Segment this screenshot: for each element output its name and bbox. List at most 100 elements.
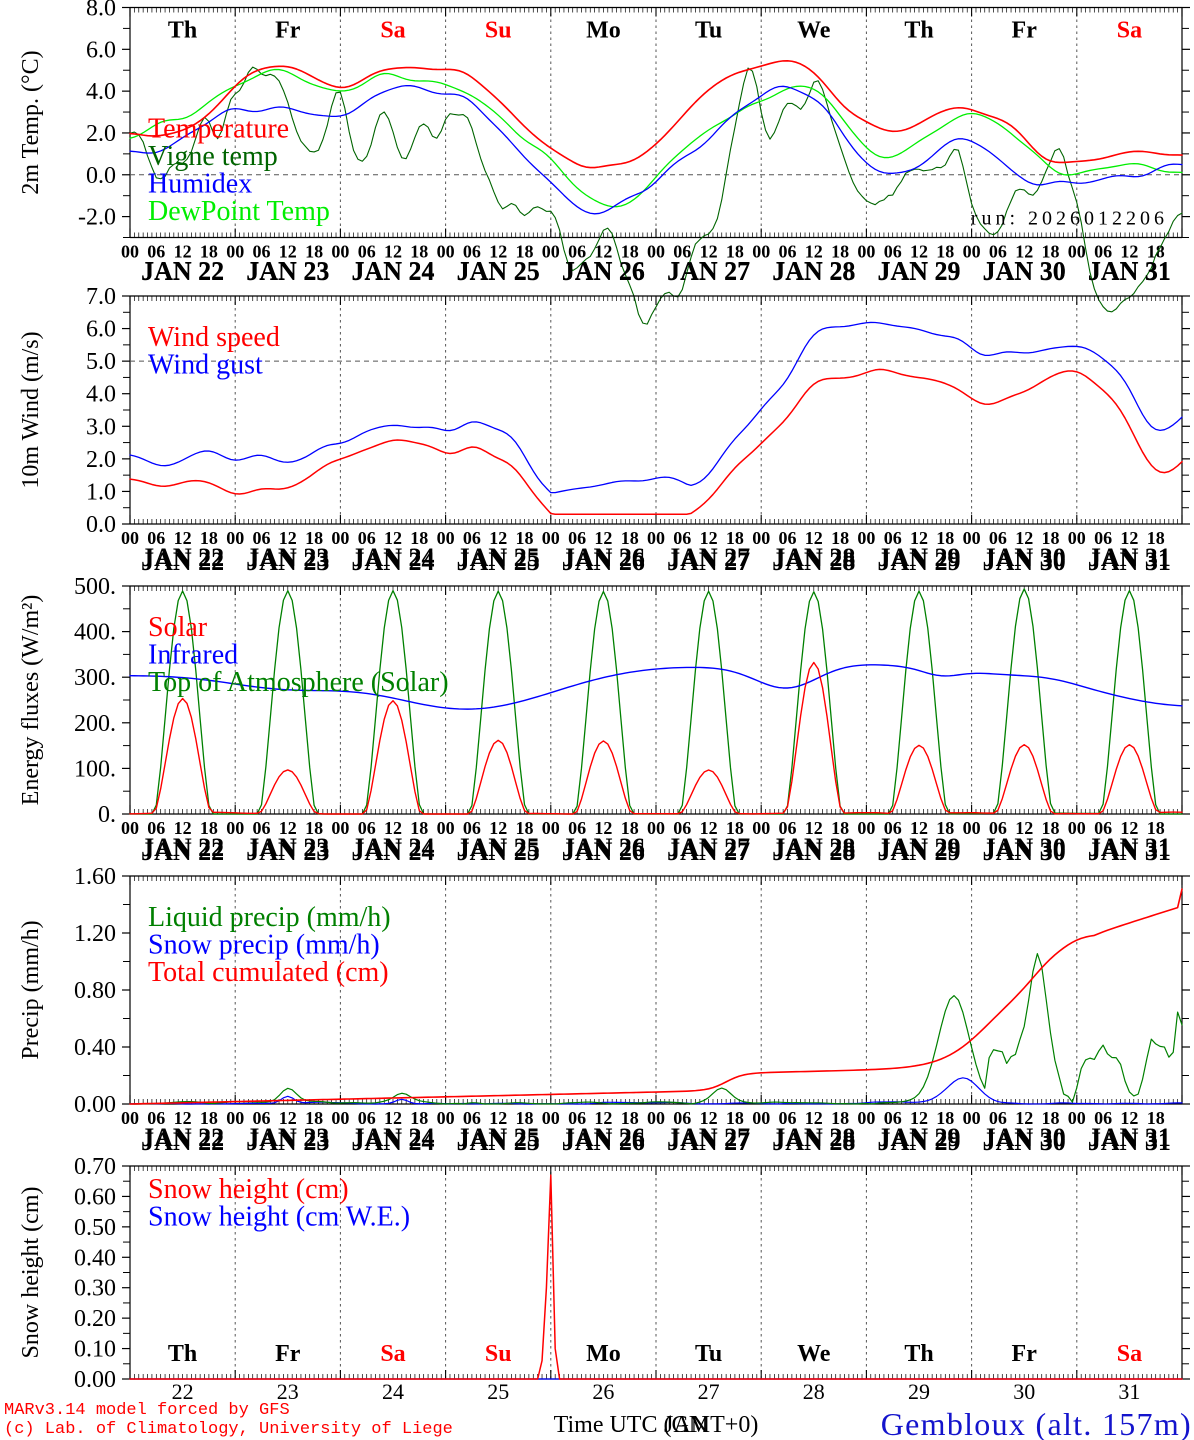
svg-text:4.0: 4.0 xyxy=(86,382,116,408)
svg-text:JAN 29: JAN 29 xyxy=(877,1127,960,1156)
svg-text:25: 25 xyxy=(487,1379,509,1404)
svg-text:Temperature: Temperature xyxy=(148,114,289,145)
svg-text:JAN 25: JAN 25 xyxy=(457,257,540,286)
svg-text:00: 00 xyxy=(647,528,665,548)
svg-text:00: 00 xyxy=(331,528,349,548)
svg-text:Snow precip (mm/h): Snow precip (mm/h) xyxy=(148,930,380,961)
svg-text:0.70: 0.70 xyxy=(74,1154,116,1180)
svg-text:0.10: 0.10 xyxy=(74,1337,116,1363)
svg-text:00: 00 xyxy=(647,818,665,838)
svg-text:00: 00 xyxy=(1068,242,1086,262)
svg-text:Fr: Fr xyxy=(275,18,301,44)
svg-text:Vigne temp: Vigne temp xyxy=(148,141,278,172)
svg-text:Gembloux (alt. 157m): Gembloux (alt. 157m) xyxy=(881,1406,1192,1440)
svg-text:00: 00 xyxy=(857,818,875,838)
svg-text:1.20: 1.20 xyxy=(74,921,116,947)
svg-text:500.: 500. xyxy=(74,574,116,600)
svg-text:-2.0: -2.0 xyxy=(78,205,116,231)
svg-text:JAN 30: JAN 30 xyxy=(983,257,1066,286)
svg-text:0.20: 0.20 xyxy=(74,1306,116,1332)
svg-text:JAN: JAN xyxy=(664,1412,708,1438)
svg-text:00: 00 xyxy=(542,818,560,838)
svg-text:Wind speed: Wind speed xyxy=(148,322,280,353)
svg-text:JAN 24: JAN 24 xyxy=(351,257,434,286)
svg-text:JAN 24: JAN 24 xyxy=(351,1127,434,1156)
svg-text:00: 00 xyxy=(121,1108,139,1128)
svg-text:JAN 29: JAN 29 xyxy=(877,257,960,286)
svg-text:Snow height (cm): Snow height (cm) xyxy=(148,1174,349,1205)
svg-text:00: 00 xyxy=(331,242,349,262)
svg-text:JAN 23: JAN 23 xyxy=(246,547,329,576)
svg-text:JAN 31: JAN 31 xyxy=(1088,1127,1171,1156)
svg-text:JAN 22: JAN 22 xyxy=(141,547,224,576)
svg-text:00: 00 xyxy=(437,1108,455,1128)
svg-text:JAN 23: JAN 23 xyxy=(246,1127,329,1156)
svg-text:0.50: 0.50 xyxy=(74,1215,116,1241)
svg-text:JAN 22: JAN 22 xyxy=(141,1127,224,1156)
svg-text:1.60: 1.60 xyxy=(74,864,116,890)
svg-text:Wind gust: Wind gust xyxy=(148,350,263,381)
svg-text:Sa: Sa xyxy=(1117,18,1142,44)
svg-text:JAN 25: JAN 25 xyxy=(457,547,540,576)
svg-text:1.0: 1.0 xyxy=(86,479,116,505)
svg-text:00: 00 xyxy=(542,1108,560,1128)
svg-text:100.: 100. xyxy=(74,756,116,782)
svg-text:JAN 26: JAN 26 xyxy=(562,1127,645,1156)
svg-text:28: 28 xyxy=(803,1379,825,1404)
svg-text:24: 24 xyxy=(382,1379,404,1404)
svg-text:JAN 31: JAN 31 xyxy=(1088,837,1171,866)
svg-text:6.0: 6.0 xyxy=(86,37,116,63)
svg-text:6.0: 6.0 xyxy=(86,317,116,343)
svg-text:Snow height (cm): Snow height (cm) xyxy=(18,1187,44,1359)
svg-text:00: 00 xyxy=(963,242,981,262)
svg-text:5.0: 5.0 xyxy=(86,349,116,375)
svg-text:00: 00 xyxy=(121,528,139,548)
svg-text:JAN 29: JAN 29 xyxy=(877,547,960,576)
svg-text:JAN 27: JAN 27 xyxy=(667,1127,750,1156)
svg-text:Fr: Fr xyxy=(1012,1341,1038,1367)
svg-text:Top of Atmosphere (Solar): Top of Atmosphere (Solar) xyxy=(148,667,449,698)
svg-text:00: 00 xyxy=(226,818,244,838)
svg-text:Total cumulated (cm): Total cumulated (cm) xyxy=(148,957,389,988)
svg-text:JAN 25: JAN 25 xyxy=(457,837,540,866)
svg-text:Th: Th xyxy=(168,1341,197,1367)
svg-text:00: 00 xyxy=(963,1108,981,1128)
svg-text:Tu: Tu xyxy=(695,1341,722,1367)
svg-text:00: 00 xyxy=(647,1108,665,1128)
svg-text:300.: 300. xyxy=(74,665,116,691)
svg-text:Precip (mm/h): Precip (mm/h) xyxy=(18,920,44,1059)
svg-text:0.0: 0.0 xyxy=(86,163,116,189)
svg-text:Humidex: Humidex xyxy=(148,169,252,200)
svg-text:Liquid precip (mm/h): Liquid precip (mm/h) xyxy=(148,902,391,933)
svg-text:29: 29 xyxy=(908,1379,930,1404)
svg-text:00: 00 xyxy=(963,528,981,548)
svg-text:00: 00 xyxy=(542,242,560,262)
svg-text:Tu: Tu xyxy=(695,18,722,44)
svg-text:JAN 31: JAN 31 xyxy=(1088,547,1171,576)
svg-text:200.: 200. xyxy=(74,711,116,737)
svg-text:00: 00 xyxy=(437,242,455,262)
svg-text:26: 26 xyxy=(592,1379,614,1404)
svg-text:JAN 31: JAN 31 xyxy=(1088,257,1171,286)
svg-text:JAN 25: JAN 25 xyxy=(457,1127,540,1156)
svg-text:JAN 22: JAN 22 xyxy=(141,257,224,286)
svg-text:00: 00 xyxy=(437,818,455,838)
svg-text:4.0: 4.0 xyxy=(86,79,116,105)
svg-text:31: 31 xyxy=(1118,1379,1140,1404)
svg-text:Mo: Mo xyxy=(586,1341,621,1367)
svg-text:7.0: 7.0 xyxy=(86,284,116,310)
svg-text:JAN 29: JAN 29 xyxy=(877,837,960,866)
svg-text:00: 00 xyxy=(752,528,770,548)
svg-text:2m Temp. (°C): 2m Temp. (°C) xyxy=(18,50,44,194)
svg-text:JAN 28: JAN 28 xyxy=(772,1127,855,1156)
svg-text:Th: Th xyxy=(904,1341,933,1367)
svg-text:30: 30 xyxy=(1013,1379,1035,1404)
svg-text:Infrared: Infrared xyxy=(148,640,238,671)
svg-text:00: 00 xyxy=(752,242,770,262)
svg-text:00: 00 xyxy=(226,1108,244,1128)
svg-text:400.: 400. xyxy=(74,620,116,646)
svg-text:JAN 26: JAN 26 xyxy=(562,837,645,866)
svg-text:0.: 0. xyxy=(98,802,116,828)
svg-text:00: 00 xyxy=(857,528,875,548)
svg-text:00: 00 xyxy=(542,528,560,548)
